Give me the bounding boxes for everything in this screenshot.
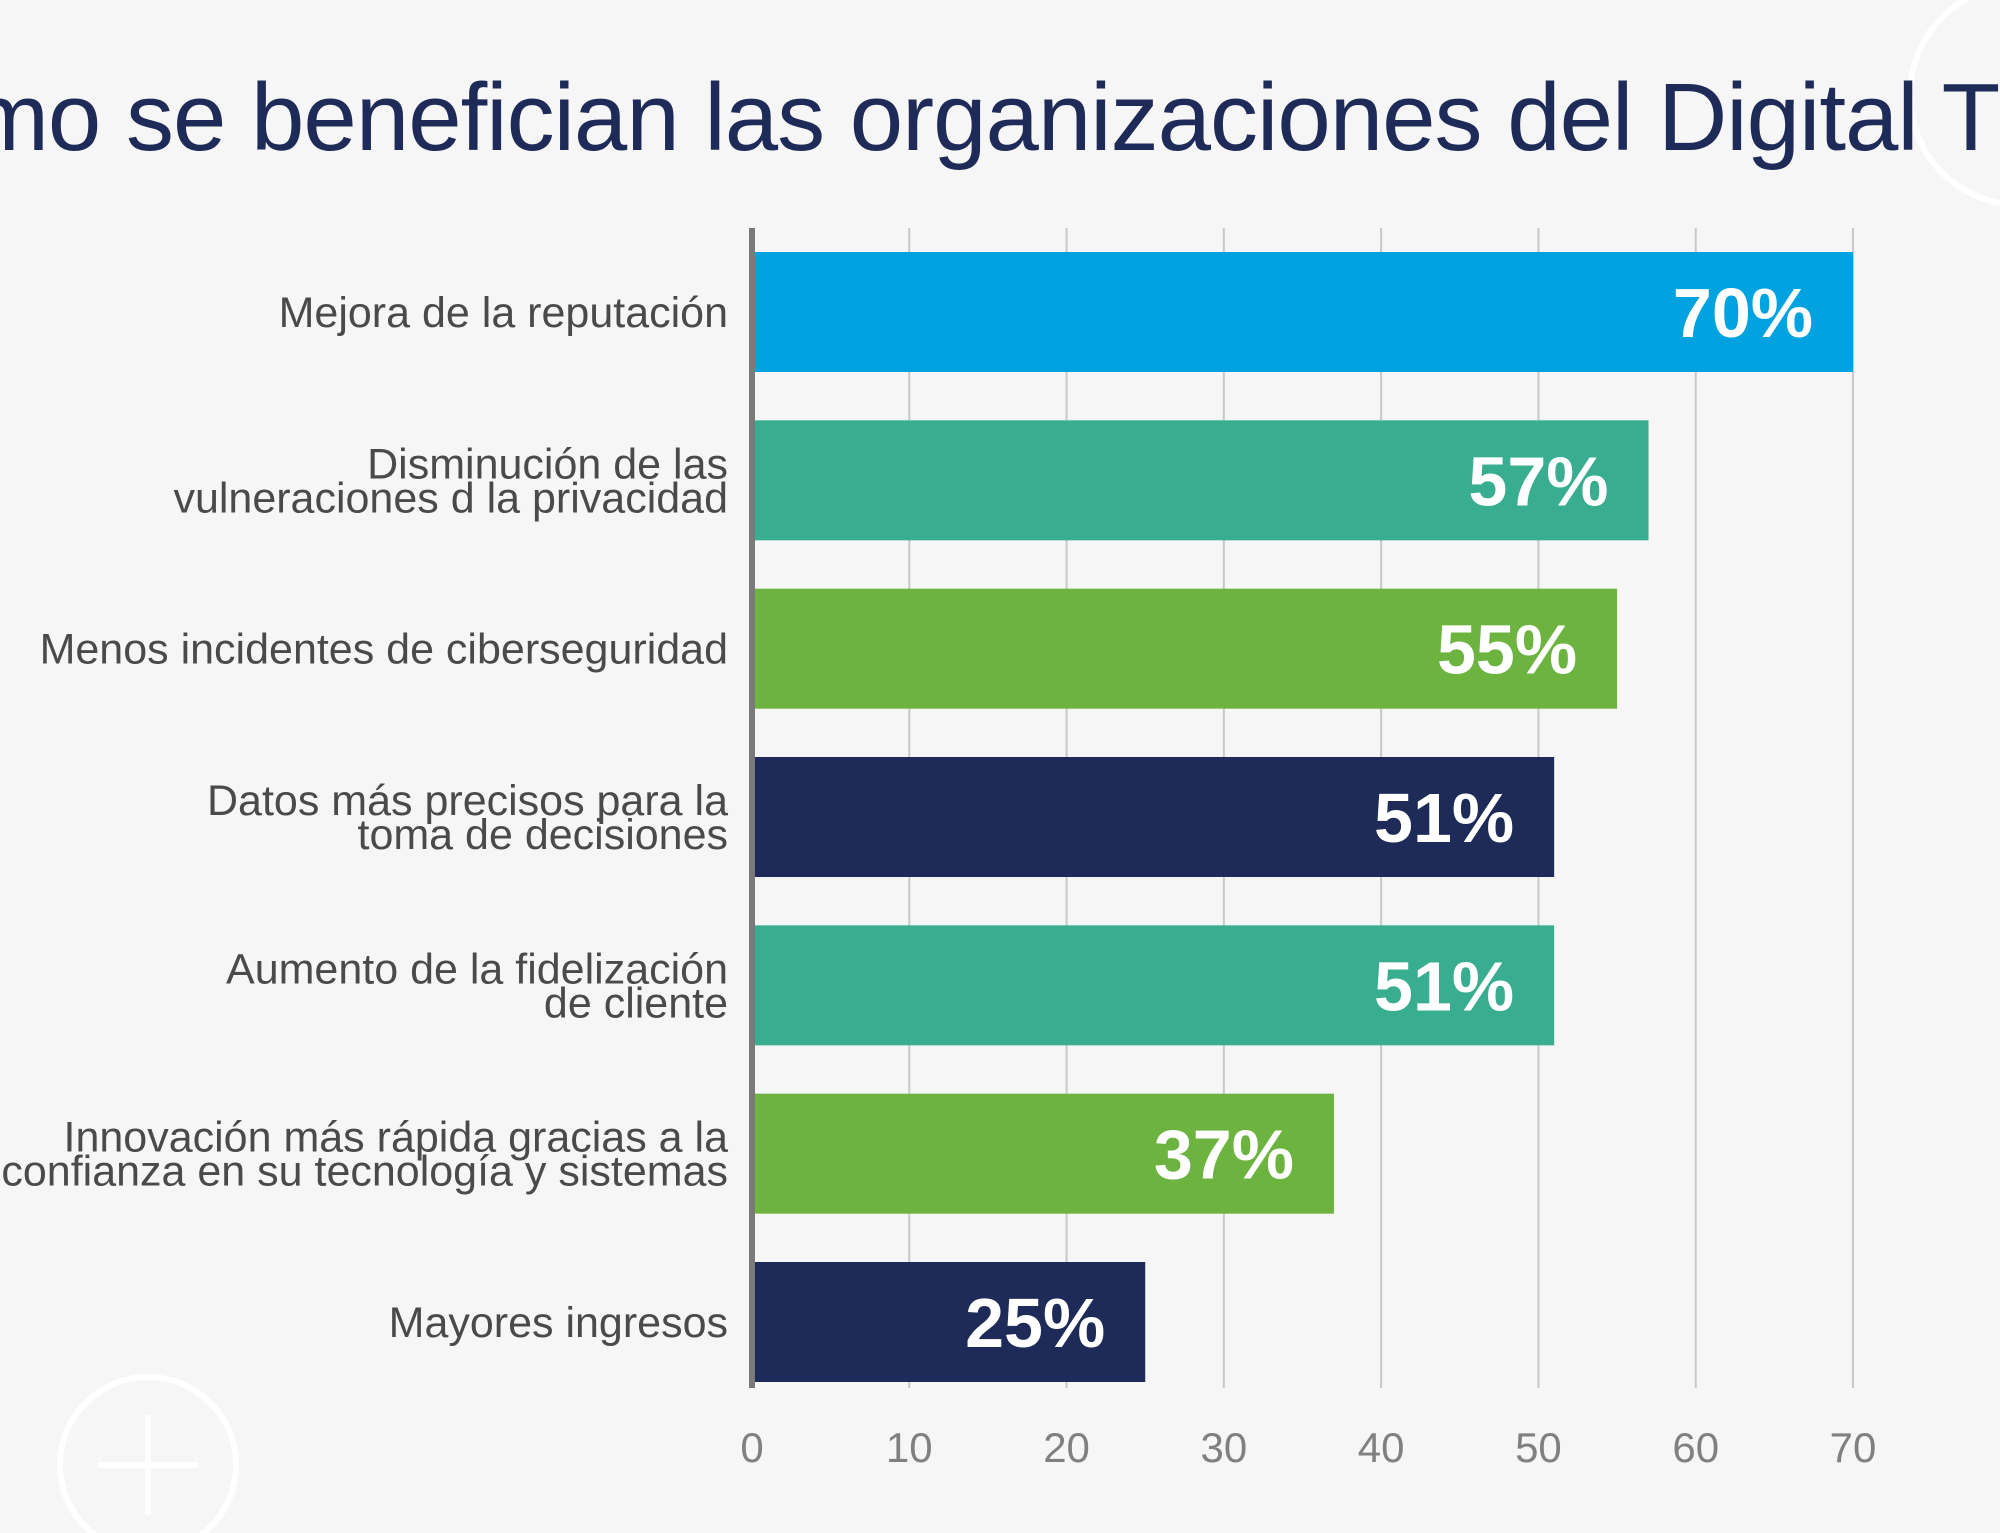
bar-value-label: 51% xyxy=(1374,779,1514,857)
x-tick-label: 30 xyxy=(1200,1424,1247,1471)
category-label: Mejora de la reputación xyxy=(279,289,728,337)
bar xyxy=(752,1262,1146,1382)
x-tick-label: 60 xyxy=(1672,1424,1719,1471)
x-tick-label: 40 xyxy=(1358,1424,1405,1471)
category-label: Aumento de la fidelización de cliente xyxy=(226,945,728,1027)
decorative-circles xyxy=(57,0,2000,1533)
plus-circle-icon xyxy=(57,1374,239,1533)
category-label: Innovación más rápida gracias a la confia… xyxy=(1,1114,728,1196)
x-axis-ticks: 0 10 20 30 40 50 60 70 xyxy=(740,1424,1876,1471)
bar xyxy=(752,925,1555,1046)
category-label: Mayores ingresos xyxy=(389,1299,728,1347)
bar-value-label: 57% xyxy=(1468,442,1608,520)
category-labels: Mejora de la reputación Disminución de la… xyxy=(1,289,728,1347)
category-label: Datos más precisos para la toma de decisi… xyxy=(207,777,728,859)
x-tick-label: 70 xyxy=(1830,1424,1877,1471)
corner-circle-icon xyxy=(1907,0,2000,207)
bar-value-label: 25% xyxy=(965,1284,1105,1362)
bars: 70% 57% 55% 51% 51% 37% 25% xyxy=(752,252,1853,1382)
bar xyxy=(752,588,1618,709)
bar xyxy=(752,757,1555,877)
chart-title: Cómo se benefician las organizaciones de… xyxy=(0,64,2000,171)
bar-value-label: 70% xyxy=(1673,274,1813,352)
bar xyxy=(752,1093,1334,1214)
x-tick-label: 0 xyxy=(740,1424,763,1471)
x-tick-label: 10 xyxy=(886,1424,933,1471)
category-label: Disminución de las vulneraciones d la pri… xyxy=(173,440,728,522)
category-label: Menos incidentes de ciberseguridad xyxy=(40,626,728,674)
bar-value-label: 55% xyxy=(1437,611,1577,689)
bar xyxy=(752,420,1649,541)
bar-value-label: 37% xyxy=(1154,1116,1294,1194)
bar-value-label: 51% xyxy=(1374,947,1514,1025)
x-tick-label: 50 xyxy=(1515,1424,1562,1471)
x-tick-label: 20 xyxy=(1043,1424,1090,1471)
bar xyxy=(752,252,1853,372)
